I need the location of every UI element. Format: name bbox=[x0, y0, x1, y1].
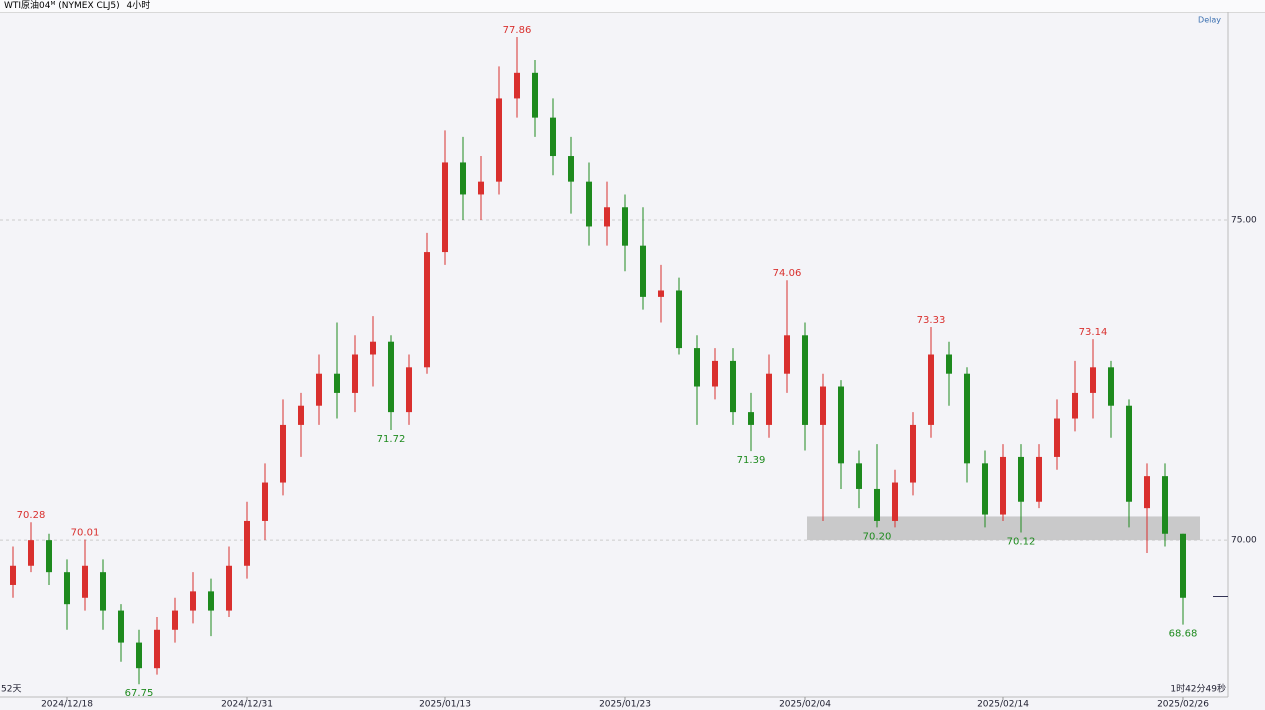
candle-body bbox=[1054, 418, 1060, 457]
candle-body bbox=[370, 341, 376, 355]
candle-body bbox=[712, 360, 718, 387]
candle-body bbox=[874, 488, 880, 521]
low-label: 67.75 bbox=[125, 688, 154, 699]
x-tick-label: 2025/01/23 bbox=[599, 700, 651, 710]
low-label: 70.20 bbox=[863, 531, 892, 542]
x-tick-label: 2025/02/04 bbox=[779, 700, 831, 710]
y-tick-label: 75.00 bbox=[1231, 216, 1257, 226]
candle-body bbox=[1162, 476, 1168, 534]
low-label: 71.72 bbox=[377, 434, 406, 445]
symbol[interactable]: WTI原油04ᴹ (NYMEX CLJ5) bbox=[4, 1, 120, 11]
support-band bbox=[807, 516, 1200, 541]
candle-body bbox=[964, 373, 970, 464]
candle-body bbox=[442, 162, 448, 253]
candle-body bbox=[910, 424, 916, 483]
low-label: 70.12 bbox=[1007, 536, 1036, 547]
candle-body bbox=[424, 252, 430, 368]
candle-body bbox=[1090, 367, 1096, 393]
x-tick-label: 2024/12/18 bbox=[41, 700, 93, 710]
candle-body bbox=[1180, 533, 1186, 598]
candle-body bbox=[280, 424, 286, 483]
candle-body bbox=[730, 360, 736, 413]
candle-body bbox=[82, 565, 88, 598]
high-label: 70.01 bbox=[71, 528, 100, 539]
candle-body bbox=[334, 373, 340, 393]
high-label: 77.86 bbox=[503, 25, 532, 36]
header: WTI原油04ᴹ (NYMEX CLJ5) 4小时 bbox=[0, 0, 1265, 13]
low-label: 71.39 bbox=[737, 455, 766, 466]
candle-body bbox=[298, 405, 304, 425]
candle-body bbox=[226, 565, 232, 611]
candle-body bbox=[622, 207, 628, 246]
candle-body bbox=[784, 335, 790, 374]
candle-body bbox=[928, 354, 934, 425]
timer-label: 1时42分49秒 bbox=[1170, 683, 1226, 695]
candle-body bbox=[514, 72, 520, 99]
interval[interactable]: 4小时 bbox=[126, 1, 151, 11]
candle-body bbox=[64, 572, 70, 605]
candle-body bbox=[100, 572, 106, 611]
candle-body bbox=[766, 373, 772, 425]
candle-body bbox=[316, 373, 322, 406]
candle-body bbox=[586, 181, 592, 227]
candle-body bbox=[694, 348, 700, 387]
candle-body bbox=[550, 117, 556, 157]
candle-body bbox=[46, 540, 52, 573]
candle-body bbox=[10, 565, 16, 585]
candle-body bbox=[460, 162, 466, 195]
candle-body bbox=[136, 642, 142, 669]
candle-body bbox=[604, 207, 610, 227]
range-label: 52天 bbox=[1, 685, 21, 695]
candle-body bbox=[208, 591, 214, 611]
high-label: 73.33 bbox=[917, 315, 946, 326]
candle-body bbox=[982, 463, 988, 515]
x-tick-label: 2025/02/26 bbox=[1157, 700, 1209, 710]
x-tick-label: 2024/12/31 bbox=[221, 700, 273, 710]
candle-body bbox=[532, 72, 538, 118]
high-label: 70.28 bbox=[17, 510, 46, 521]
candle-body bbox=[406, 367, 412, 413]
x-tick-label: 2025/01/13 bbox=[419, 700, 471, 710]
candle-body bbox=[640, 245, 646, 297]
candle-body bbox=[118, 610, 124, 643]
candle-body bbox=[244, 520, 250, 566]
candle-body bbox=[1108, 367, 1114, 406]
candle-body bbox=[676, 290, 682, 349]
candle-body bbox=[748, 412, 754, 425]
candle-body bbox=[820, 386, 826, 425]
candle-body bbox=[190, 591, 196, 611]
delay-label: Delay bbox=[1198, 16, 1221, 25]
candle-body bbox=[1126, 405, 1132, 502]
candle-body bbox=[154, 629, 160, 669]
candle-body bbox=[802, 335, 808, 425]
candle-body bbox=[172, 610, 178, 630]
low-label: 68.68 bbox=[1169, 629, 1198, 640]
candle-body bbox=[496, 98, 502, 182]
candle-body bbox=[352, 354, 358, 393]
high-label: 73.14 bbox=[1079, 327, 1108, 338]
candle-body bbox=[1000, 456, 1006, 515]
candle-body bbox=[388, 341, 394, 413]
high-label: 74.06 bbox=[773, 268, 802, 279]
y-tick-label: 70.00 bbox=[1231, 536, 1257, 546]
candle-body bbox=[568, 156, 574, 182]
candle-body bbox=[658, 290, 664, 297]
x-tick-label: 2025/02/14 bbox=[977, 700, 1029, 710]
candle-body bbox=[1036, 456, 1042, 502]
candle-body bbox=[892, 482, 898, 521]
candle-body bbox=[838, 386, 844, 464]
candle-body bbox=[856, 463, 862, 489]
candle-body bbox=[1144, 476, 1150, 509]
candle-body bbox=[1072, 392, 1078, 419]
candle-body bbox=[946, 354, 952, 374]
candle-body bbox=[262, 482, 268, 521]
candle-body bbox=[28, 540, 34, 566]
candle-body bbox=[1018, 456, 1024, 502]
candle-body bbox=[478, 181, 484, 195]
